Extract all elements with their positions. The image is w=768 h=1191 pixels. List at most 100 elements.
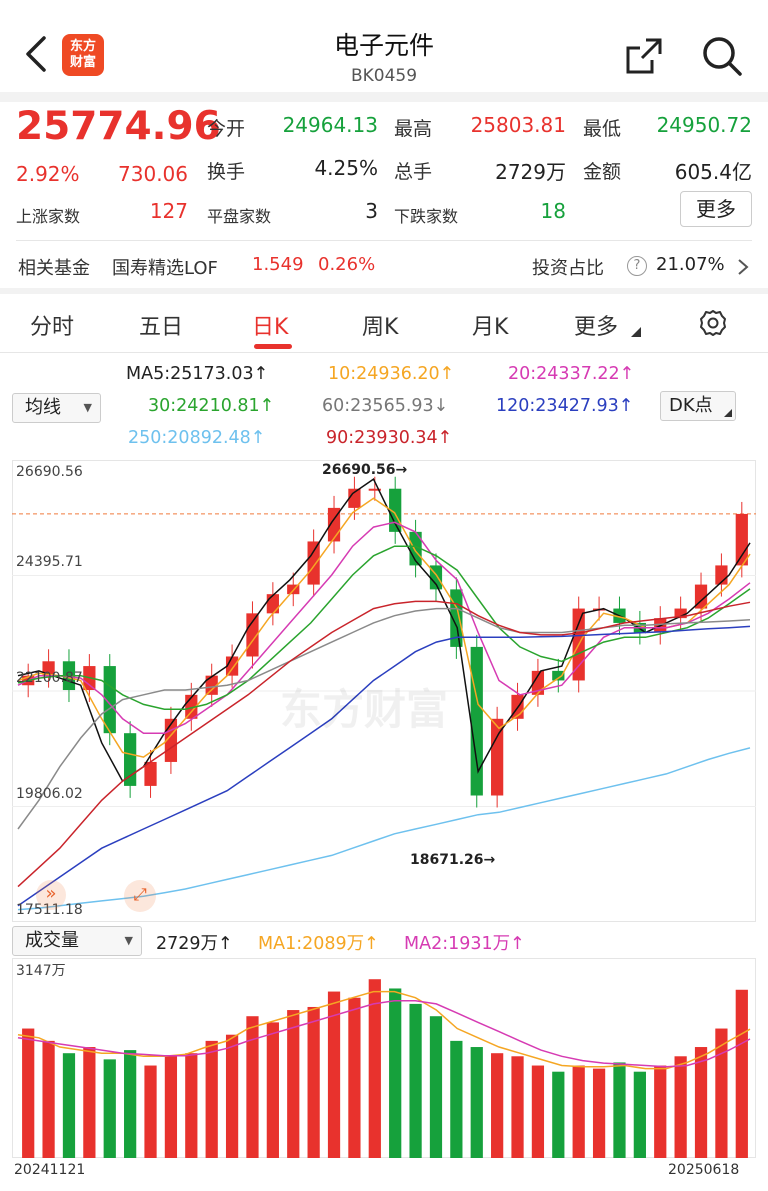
ma60-value: 60:23565.93↓ bbox=[322, 396, 449, 416]
volume-bar bbox=[592, 1068, 606, 1158]
candle-body bbox=[552, 670, 565, 681]
settings-gear-icon[interactable] bbox=[698, 308, 728, 338]
tab-intraday[interactable]: 分时 bbox=[30, 315, 75, 340]
volume-bar bbox=[389, 988, 402, 1158]
expand-icon[interactable]: ⤢ bbox=[124, 880, 156, 912]
tab-five-day[interactable]: 五日 bbox=[139, 315, 184, 340]
volume-bar bbox=[552, 1071, 565, 1158]
down-count: 18 bbox=[540, 199, 566, 223]
volume-bar bbox=[205, 1040, 218, 1158]
collapse-arrows-icon[interactable]: » bbox=[36, 880, 66, 910]
volume-bar bbox=[715, 1028, 728, 1158]
ma10-value: 10:24936.20↑ bbox=[328, 364, 455, 384]
volume-bar bbox=[491, 1053, 504, 1158]
volume-ma1-line bbox=[17, 990, 751, 1070]
volume-bar bbox=[144, 1065, 157, 1158]
chevron-right-icon[interactable] bbox=[736, 258, 750, 276]
indicator-dropdown-label: 均线 bbox=[25, 397, 61, 418]
search-icon[interactable] bbox=[700, 34, 744, 78]
candle-body bbox=[348, 488, 361, 508]
board-code: BK0459 bbox=[350, 66, 418, 86]
candle-body bbox=[409, 531, 422, 566]
fund-name[interactable]: 国寿精选LOF bbox=[112, 258, 218, 279]
amount-label: 金额 bbox=[583, 161, 622, 183]
candle-body bbox=[531, 670, 545, 695]
volume-bar bbox=[42, 1040, 55, 1158]
tab-weekly-k[interactable]: 周K bbox=[362, 315, 399, 340]
start-date-label: 20241121 bbox=[14, 1162, 86, 1178]
volume-bar bbox=[124, 1050, 137, 1158]
volume-bar bbox=[266, 1022, 279, 1158]
flat-count-label: 平盘家数 bbox=[207, 207, 272, 226]
y-tick-label: 19806.02 bbox=[16, 786, 83, 802]
divider bbox=[0, 352, 768, 353]
max-price-label: 26690.56→ bbox=[322, 462, 408, 478]
ma120-value: 120:23427.93↑ bbox=[496, 396, 634, 416]
more-quote-button[interactable]: 更多 bbox=[680, 191, 752, 227]
volume-bar bbox=[287, 1010, 300, 1158]
volume-bar bbox=[185, 1053, 198, 1158]
volume-bar bbox=[62, 1053, 76, 1158]
flat-count: 3 bbox=[365, 199, 378, 223]
candle-body bbox=[368, 488, 381, 491]
ma-line-30 bbox=[17, 545, 751, 710]
fund-price: 1.549 bbox=[252, 254, 304, 275]
volume-dropdown[interactable]: 成交量 ▼ bbox=[12, 926, 142, 956]
up-count-label: 上涨家数 bbox=[16, 207, 81, 226]
volume-max-label: 3147万 bbox=[16, 963, 66, 979]
share-icon[interactable] bbox=[622, 34, 666, 78]
volume-bar bbox=[225, 1034, 239, 1158]
volume-bar bbox=[511, 1056, 524, 1158]
watermark: 东方财富 bbox=[280, 685, 449, 734]
candle-body bbox=[42, 661, 55, 676]
volume-current: 2729万↑ bbox=[156, 934, 233, 954]
volume-bar bbox=[572, 1065, 585, 1158]
help-icon[interactable]: ? bbox=[627, 256, 647, 276]
ma-line-90 bbox=[17, 600, 751, 888]
volume-label: 总手 bbox=[394, 161, 433, 183]
ma90-value: 90:23930.34↑ bbox=[326, 428, 453, 448]
high-value: 25803.81 bbox=[470, 113, 566, 137]
dk-point-button[interactable]: DK点 bbox=[660, 391, 736, 421]
volume-bar bbox=[83, 1047, 96, 1158]
amount-value: 605.4亿 bbox=[674, 160, 752, 184]
last-price: 25774.96 bbox=[16, 104, 221, 149]
ma20-value: 20:24337.22↑ bbox=[508, 364, 635, 384]
volume-bar bbox=[368, 979, 381, 1158]
volume-bar bbox=[164, 1056, 178, 1158]
volume-bar bbox=[246, 1016, 259, 1158]
tab-daily-k[interactable]: 日K bbox=[252, 315, 289, 340]
volume-value: 2729万 bbox=[495, 160, 566, 184]
ma-line-120 bbox=[17, 625, 751, 907]
y-tick-label: 24395.71 bbox=[16, 554, 83, 570]
ma-line-20 bbox=[17, 521, 751, 734]
tab-more[interactable]: 更多 bbox=[574, 315, 619, 340]
candle-body bbox=[735, 513, 748, 566]
invest-ratio-value: 21.07% bbox=[656, 254, 725, 275]
active-tab-indicator bbox=[254, 344, 292, 349]
fund-percent: 0.26% bbox=[318, 254, 376, 275]
volume-chart[interactable] bbox=[12, 958, 756, 1158]
volume-bar bbox=[22, 1028, 35, 1158]
section-separator bbox=[0, 92, 768, 102]
y-tick-label: 26690.56 bbox=[16, 464, 83, 480]
y-tick-label: 17511.18 bbox=[16, 902, 83, 918]
low-value: 24950.72 bbox=[656, 113, 752, 137]
candle-body bbox=[470, 646, 483, 796]
ma-line-60 bbox=[17, 607, 751, 830]
kline-chart[interactable] bbox=[12, 460, 756, 922]
end-date-label: 20250618 bbox=[668, 1162, 740, 1178]
volume-ma1: MA1:2089万↑ bbox=[258, 934, 379, 954]
candle-body bbox=[674, 608, 687, 619]
candle-body bbox=[144, 761, 157, 786]
volume-bar bbox=[429, 1016, 443, 1158]
volume-bar bbox=[450, 1040, 463, 1158]
candle-body bbox=[266, 594, 279, 614]
tab-monthly-k[interactable]: 月K bbox=[472, 315, 509, 340]
back-icon[interactable] bbox=[22, 34, 52, 74]
candle-body bbox=[103, 666, 116, 734]
indicator-dropdown[interactable]: 均线 ▼ bbox=[12, 393, 101, 423]
invest-ratio-label: 投资占比 bbox=[532, 258, 604, 279]
ma30-value: 30:24210.81↑ bbox=[148, 396, 275, 416]
y-tick-label: 22100.87 bbox=[16, 670, 83, 686]
